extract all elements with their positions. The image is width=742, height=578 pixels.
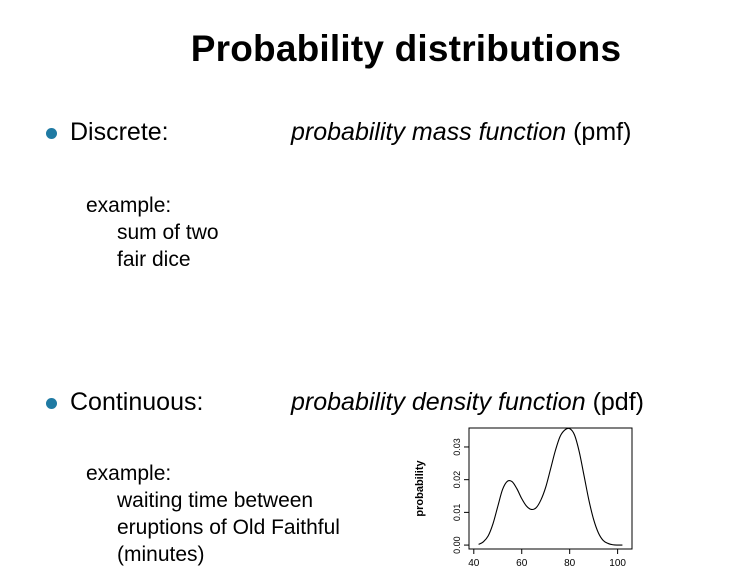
plot-frame <box>468 427 633 550</box>
example-heading: example: <box>86 462 172 485</box>
example-line: fair dice <box>117 248 191 271</box>
continuous-example: example: waiting time between eruptions … <box>86 460 340 568</box>
pdf-abbrev: (pdf) <box>585 388 644 416</box>
density-curve <box>478 427 623 546</box>
discrete-example: example: sum of two fair dice <box>86 192 219 273</box>
density-chart: 40 60 80 100 0.00 0.01 0.02 0.03 probability <box>414 427 633 569</box>
y-tick-label: 0.02 <box>452 471 462 489</box>
pdf-description: probability density function (pdf) <box>291 388 644 417</box>
example-line: eruptions of Old Faithful <box>117 516 340 539</box>
example-line: sum of two <box>117 221 219 244</box>
example-line: (minutes) <box>117 543 205 566</box>
y-axis-label: probability <box>414 460 426 517</box>
x-tick-label: 80 <box>564 558 576 569</box>
bullet-dot-icon <box>46 128 57 139</box>
pmf-description: probability mass function (pmf) <box>291 118 631 147</box>
y-tick-label: 0.03 <box>452 438 462 456</box>
x-tick-label: 40 <box>468 558 480 569</box>
bullet-label-discrete: Discrete: <box>70 118 169 146</box>
x-tick-label: 100 <box>609 558 626 569</box>
pdf-term: probability density function <box>291 388 586 416</box>
example-heading: example: <box>86 194 172 217</box>
y-tick-label: 0.01 <box>452 504 462 522</box>
x-tick-label: 60 <box>516 558 528 569</box>
example-line: waiting time between <box>117 489 314 512</box>
y-tick-label: 0.00 <box>452 536 462 554</box>
bullet-label-continuous: Continuous: <box>70 388 204 416</box>
bullet-dot-icon <box>46 398 57 409</box>
pmf-term: probability mass function <box>291 118 567 146</box>
pmf-abbrev: (pmf) <box>566 118 632 146</box>
slide-title: Probability distributions <box>190 28 622 69</box>
